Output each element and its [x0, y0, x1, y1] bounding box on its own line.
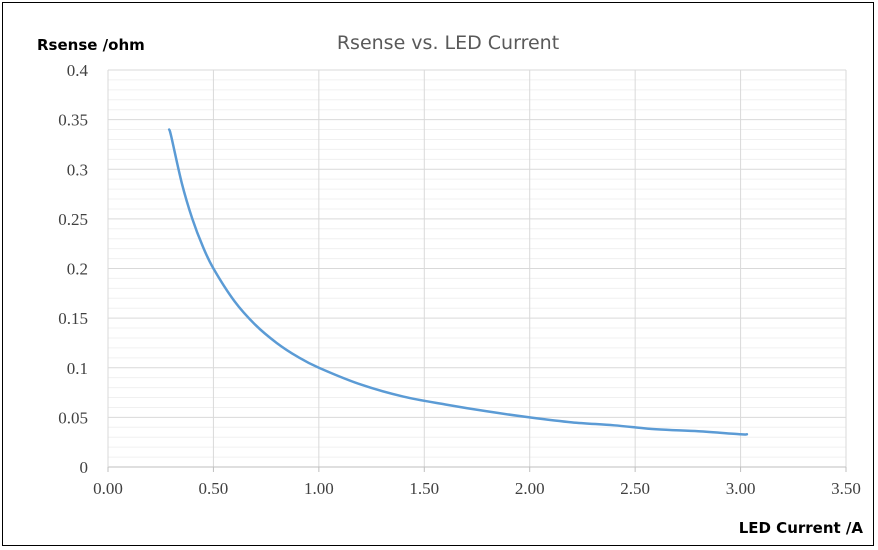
data-series — [167, 128, 749, 436]
grid-lines — [108, 69, 847, 467]
x-tick-label: 2.50 — [620, 479, 650, 498]
y-tick-label: 0.4 — [67, 61, 89, 80]
x-tick-label: 3.00 — [726, 479, 756, 498]
y-tick-label: 0 — [80, 458, 89, 477]
x-tick-label: 0.00 — [93, 479, 123, 498]
y-axis-title: Rsense /ohm — [37, 36, 145, 54]
x-tick-label: 1.00 — [304, 479, 334, 498]
x-tick-label: 1.50 — [409, 479, 439, 498]
y-tick-label: 0.2 — [67, 260, 88, 279]
series-line — [167, 128, 749, 436]
y-tick-label: 0.35 — [58, 111, 88, 130]
y-tick-label: 0.05 — [58, 408, 88, 427]
y-tick-label: 0.15 — [58, 309, 88, 328]
y-tick-label: 0.25 — [58, 210, 88, 229]
y-tick-label: 0.3 — [67, 160, 88, 179]
x-tick-label: 2.00 — [515, 479, 545, 498]
y-tick-label: 0.1 — [67, 359, 88, 378]
axes — [107, 70, 847, 472]
x-axis-title: LED Current /A — [739, 519, 864, 537]
x-tick-label: 3.50 — [831, 479, 861, 498]
chart-title: Rsense vs. LED Current — [337, 32, 559, 54]
tick-labels: 0 0.05 0.1 0.15 0.2 0.25 0.3 0.35 0.4 0.00 0.50 1.0… — [58, 61, 861, 498]
x-tick-label: 0.50 — [199, 479, 229, 498]
